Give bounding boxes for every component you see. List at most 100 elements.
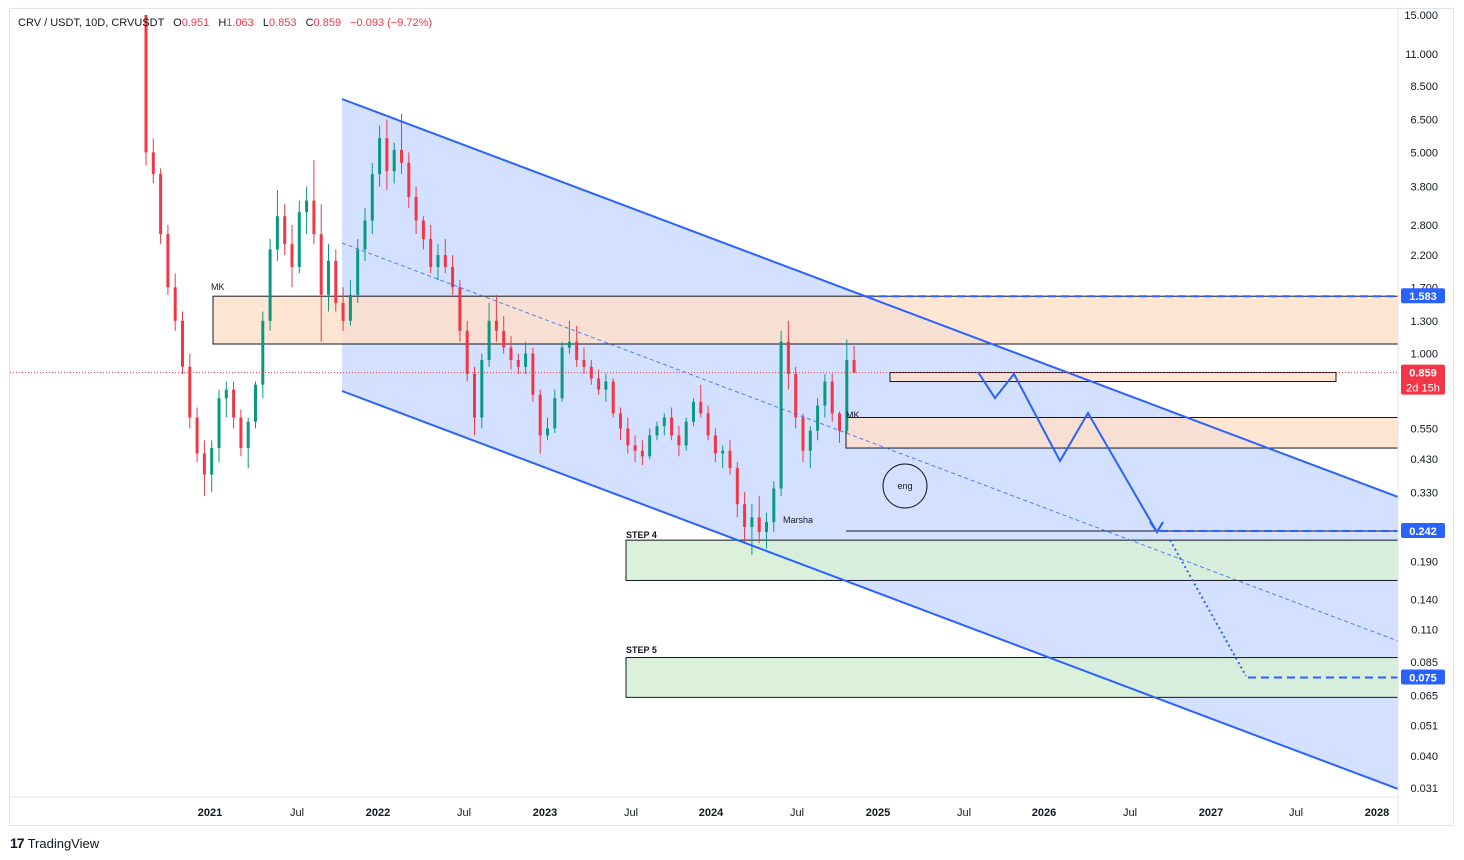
candle-body: [268, 249, 272, 321]
resistance-zone: [212, 295, 1399, 345]
candle-body: [524, 353, 528, 367]
candle-body: [232, 389, 236, 418]
candle-body: [400, 149, 403, 163]
candle-body: [407, 162, 411, 197]
candle-body: [166, 234, 170, 288]
candle-body: [290, 244, 294, 267]
annotation-mk-2: MK: [846, 410, 860, 420]
candle-body: [692, 401, 695, 422]
step4-zone: [625, 539, 1399, 581]
y-tick-label: 2.200: [1410, 250, 1438, 262]
x-tick-label: 2027: [1199, 807, 1223, 819]
y-tick-label: 0.110: [1411, 625, 1438, 637]
y-tick-label: 8.500: [1410, 81, 1438, 93]
candle-body: [151, 152, 155, 175]
candle-body: [567, 341, 571, 348]
candle-body: [436, 255, 440, 267]
y-tick-label: 2.800: [1410, 220, 1438, 232]
candle-body: [465, 330, 469, 374]
x-tick-label: 2026: [1032, 807, 1056, 819]
candle-body: [480, 360, 484, 418]
symbol-legend: CRV / USDT, 10D, CRVUSDT O0.951 H1.063 L…: [18, 17, 432, 29]
candle-body: [312, 200, 316, 235]
chart-frame: [9, 8, 1454, 826]
channel-midline: [341, 242, 1399, 642]
candle-body: [224, 389, 228, 399]
y-tick-label: 11.000: [1405, 49, 1438, 61]
price-badge: [1401, 523, 1445, 539]
y-tick-label: 0.430: [1410, 454, 1438, 466]
y-tick-label: 0.085: [1410, 657, 1438, 669]
candle-body: [713, 435, 717, 454]
candle-body: [370, 174, 374, 221]
candle-body: [348, 294, 352, 321]
candles-layer: [144, 15, 856, 555]
candle-body: [458, 287, 462, 331]
y-tick-label: 0.031: [1410, 783, 1438, 795]
candle-body: [509, 347, 513, 361]
candle-body: [575, 341, 579, 361]
candle-body: [451, 266, 455, 288]
candle-body: [830, 381, 834, 414]
candle-body: [838, 413, 841, 431]
y-tick-label: 3.800: [1410, 182, 1438, 194]
candle-body: [159, 174, 163, 235]
open-value: 0.951: [181, 17, 210, 29]
projected-arrowhead: [1149, 521, 1164, 534]
candle-body: [414, 196, 418, 221]
channel-lower-line: [341, 390, 1399, 790]
y-tick-label: 0.051: [1410, 721, 1438, 733]
price-badge: [1401, 364, 1445, 395]
candle-body: [305, 200, 309, 213]
y-tick-label: 15.000: [1404, 10, 1438, 22]
x-tick-label: 2024: [699, 807, 724, 819]
candle-body: [297, 212, 301, 267]
candle-body: [582, 360, 586, 367]
candle-body: [772, 488, 776, 523]
annotation-step5: STEP 5: [626, 645, 657, 655]
step5-zone: [625, 657, 1399, 698]
candle-body: [655, 426, 659, 436]
y-tick-label: 1.300: [1410, 316, 1438, 328]
candle-body: [677, 435, 681, 446]
high-label: H: [218, 17, 227, 29]
x-tick-label: Jul: [624, 807, 638, 819]
candle-body: [662, 417, 666, 427]
y-tick-label: 0.330: [1410, 487, 1438, 499]
candle-body: [356, 249, 360, 295]
mid-zone: [845, 417, 1399, 449]
y-tick-label: 0.190: [1410, 556, 1438, 568]
candle-body: [181, 320, 184, 367]
candle-body: [597, 378, 601, 390]
candle-body: [648, 435, 652, 457]
candle-body: [239, 417, 243, 449]
candle-body: [626, 428, 630, 446]
y-tick-label: 0.550: [1410, 423, 1438, 435]
symbol-name[interactable]: CRV / USDT, 10D, CRVUSDT: [18, 17, 165, 29]
close-label: C: [305, 17, 314, 29]
brand-label: TradingView: [27, 835, 100, 851]
candle-body: [487, 320, 491, 361]
x-tick-label: 2021: [198, 807, 222, 819]
candle-body: [494, 320, 498, 331]
candle-body: [443, 255, 447, 267]
projected-dotted-path: [1169, 539, 1247, 677]
x-tick-label: 2025: [866, 807, 890, 819]
price-badge: [1401, 288, 1445, 304]
tradingview-footer[interactable]: 17 TradingView: [10, 835, 99, 851]
candle-body: [378, 138, 382, 175]
price-badge-label: 0.242: [1409, 526, 1437, 538]
candle-body: [757, 517, 761, 533]
candle-body: [246, 421, 250, 449]
y-tick-label: 0.040: [1410, 751, 1438, 763]
candle-body: [604, 381, 608, 390]
candle-body: [546, 428, 549, 436]
candle-body: [319, 234, 323, 295]
candle-body: [210, 448, 214, 475]
candle-body: [779, 341, 783, 489]
candle-body: [283, 216, 287, 245]
candle-body: [254, 384, 257, 422]
candle-body: [750, 517, 754, 527]
x-tick-label: 2022: [366, 807, 390, 819]
